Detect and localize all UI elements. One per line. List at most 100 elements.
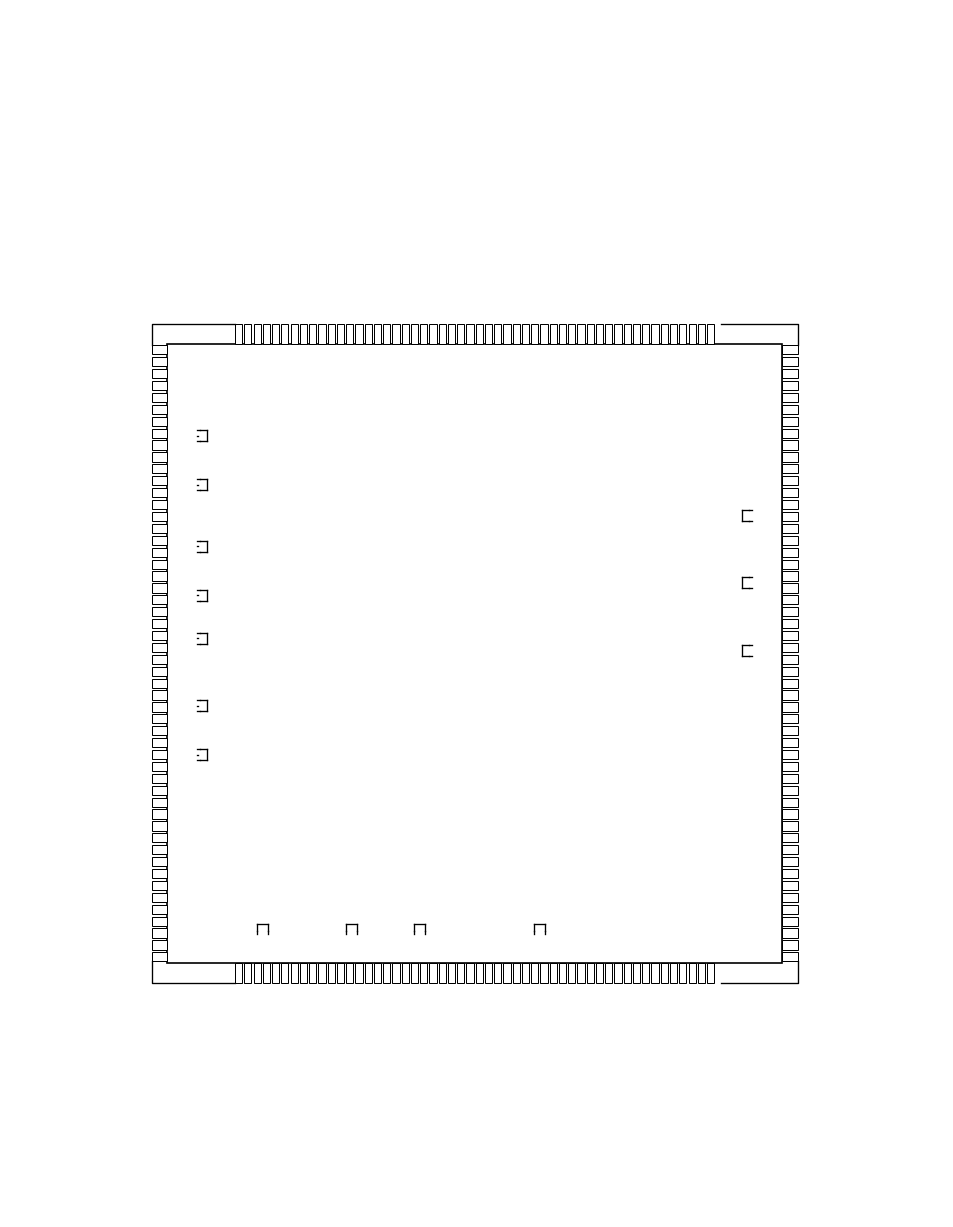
Bar [152,845,167,854]
Bar [586,324,593,344]
Bar [476,963,482,983]
Bar [706,324,714,344]
Bar [512,324,519,344]
Bar [152,737,167,747]
Bar [781,666,797,676]
Bar [364,963,372,983]
Bar [781,655,797,664]
Bar [152,440,167,450]
Bar [327,324,335,344]
Bar [152,833,167,843]
Bar [781,714,797,724]
Bar [781,560,797,569]
Bar [494,324,501,344]
Bar [614,324,621,344]
Bar [152,488,167,497]
Bar [152,904,167,914]
Bar [781,929,797,937]
Bar [401,963,408,983]
Bar [781,536,797,545]
Bar [614,963,621,983]
Bar [781,798,797,807]
Bar [641,963,649,983]
Bar [346,963,353,983]
Bar [679,324,685,344]
Bar [152,428,167,438]
Bar [383,324,390,344]
Bar [448,324,455,344]
Bar [281,324,288,344]
Bar [152,714,167,724]
Bar [781,940,797,950]
Bar [577,324,584,344]
Bar [781,428,797,438]
Bar [623,324,630,344]
Bar [476,324,482,344]
Bar [781,380,797,390]
Bar [152,501,167,509]
Bar [781,476,797,486]
Bar [641,324,649,344]
Bar [781,620,797,628]
Bar [781,952,797,962]
Bar [781,833,797,843]
Bar [531,963,537,983]
Bar [456,963,464,983]
Bar [669,324,677,344]
Bar [419,963,427,983]
Bar [633,963,639,983]
Bar [781,393,797,402]
Bar [291,963,297,983]
Bar [484,963,492,983]
Bar [152,536,167,545]
Bar [167,344,781,963]
Bar [411,324,417,344]
Bar [152,858,167,866]
Bar [781,858,797,866]
Bar [781,785,797,795]
Bar [401,324,408,344]
Bar [152,620,167,628]
Bar [651,963,658,983]
Bar [152,774,167,783]
Bar [152,655,167,664]
Bar [660,324,667,344]
Bar [568,963,575,983]
Bar [781,524,797,533]
Bar [364,324,372,344]
Bar [253,324,260,344]
Bar [781,631,797,640]
Bar [429,324,436,344]
Bar [781,917,797,925]
Bar [152,380,167,390]
Bar [697,324,704,344]
Bar [706,963,714,983]
Bar [503,324,510,344]
Bar [152,631,167,640]
Bar [604,324,612,344]
Bar [152,547,167,557]
Bar [152,417,167,426]
Bar [651,324,658,344]
Bar [669,963,677,983]
Bar [152,679,167,687]
Bar [781,893,797,902]
Bar [521,963,529,983]
Bar [781,583,797,593]
Bar [577,963,584,983]
Bar [781,643,797,652]
Bar [355,324,362,344]
Bar [531,324,537,344]
Bar [660,963,667,983]
Bar [539,963,547,983]
Bar [549,963,557,983]
Bar [781,417,797,426]
Bar [781,774,797,783]
Bar [152,453,167,461]
Bar [152,595,167,605]
Bar [688,324,695,344]
Bar [623,963,630,983]
Bar [346,324,353,344]
Bar [152,940,167,950]
Bar [781,679,797,687]
